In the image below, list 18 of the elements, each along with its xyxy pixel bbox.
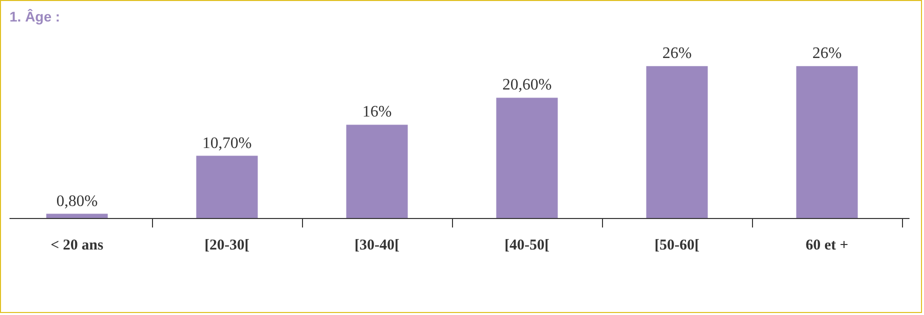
bar — [346, 124, 408, 218]
x-tick-label: [40-50[ — [504, 238, 550, 254]
data-label: 20,60% — [502, 76, 552, 94]
bar — [646, 66, 708, 218]
bar — [796, 66, 858, 218]
x-tick-label: [50-60[ — [654, 238, 700, 254]
bar — [196, 156, 258, 218]
x-tick-label: [30-40[ — [354, 238, 400, 254]
chart-title: 1. Âge : — [10, 8, 60, 24]
x-tick-label: [20-30[ — [204, 238, 250, 254]
bar — [496, 98, 558, 218]
data-label: 26% — [812, 45, 842, 62]
data-label: 10,70% — [202, 134, 252, 152]
data-label: 0,80% — [56, 192, 98, 210]
data-label: 16% — [362, 104, 392, 121]
x-tick-label: < 20 ans — [50, 238, 104, 254]
data-label: 26% — [662, 45, 692, 62]
x-tick-label: 60 et + — [806, 238, 848, 254]
